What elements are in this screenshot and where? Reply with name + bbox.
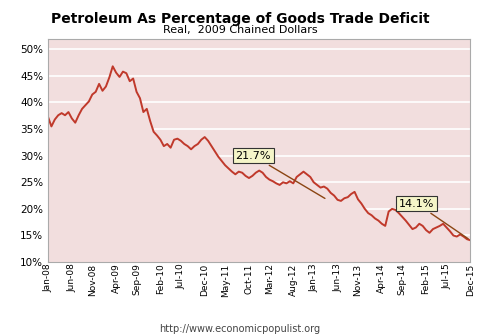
Text: Petroleum As Percentage of Goods Trade Deficit: Petroleum As Percentage of Goods Trade D… [51,12,429,26]
Text: http://www.economicpopulist.org: http://www.economicpopulist.org [159,324,321,334]
Text: 14.1%: 14.1% [399,199,468,239]
Text: 21.7%: 21.7% [235,151,325,199]
Text: Real,  2009 Chained Dollars: Real, 2009 Chained Dollars [163,25,317,35]
